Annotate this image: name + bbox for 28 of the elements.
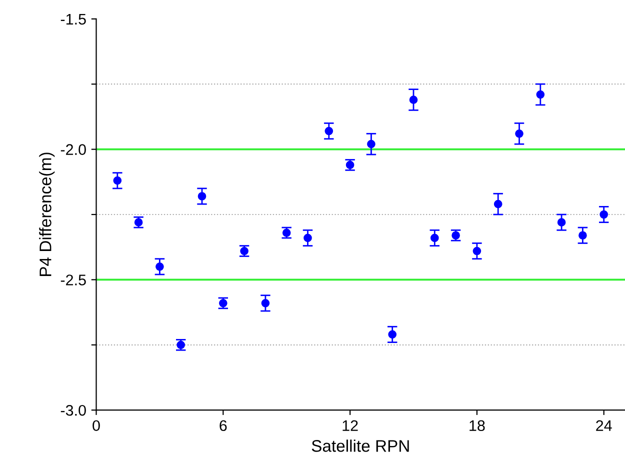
- point: [324, 126, 334, 136]
- point: [578, 231, 587, 240]
- x-tick-label: 6: [220, 420, 227, 432]
- point: [198, 192, 206, 200]
- point: [557, 218, 566, 226]
- point: [409, 96, 418, 104]
- point: [472, 246, 482, 256]
- point: [388, 330, 397, 339]
- y-tick-label: -3.0: [60, 404, 86, 416]
- point: [261, 299, 270, 308]
- point: [304, 234, 312, 242]
- x-tick-label: 24: [596, 420, 612, 431]
- y-tick-label: -1.5: [60, 14, 86, 25]
- x-tick-label: 12: [342, 420, 358, 431]
- point: [494, 200, 502, 208]
- point: [600, 210, 608, 219]
- y-tick-label: -2.0: [60, 144, 86, 155]
- y-tick-label: -2.5: [60, 274, 86, 286]
- point: [430, 234, 439, 242]
- y-axis-title: P4 Difference(m): [39, 152, 55, 276]
- x-tick-label: 18: [470, 420, 485, 432]
- x-axis-title: Satellite RPN: [312, 440, 409, 452]
- x-tick-label: 0: [92, 420, 100, 432]
- point: [367, 140, 376, 148]
- point: [515, 129, 524, 138]
- point: [536, 90, 545, 99]
- point: [156, 262, 164, 271]
- point: [113, 176, 122, 185]
